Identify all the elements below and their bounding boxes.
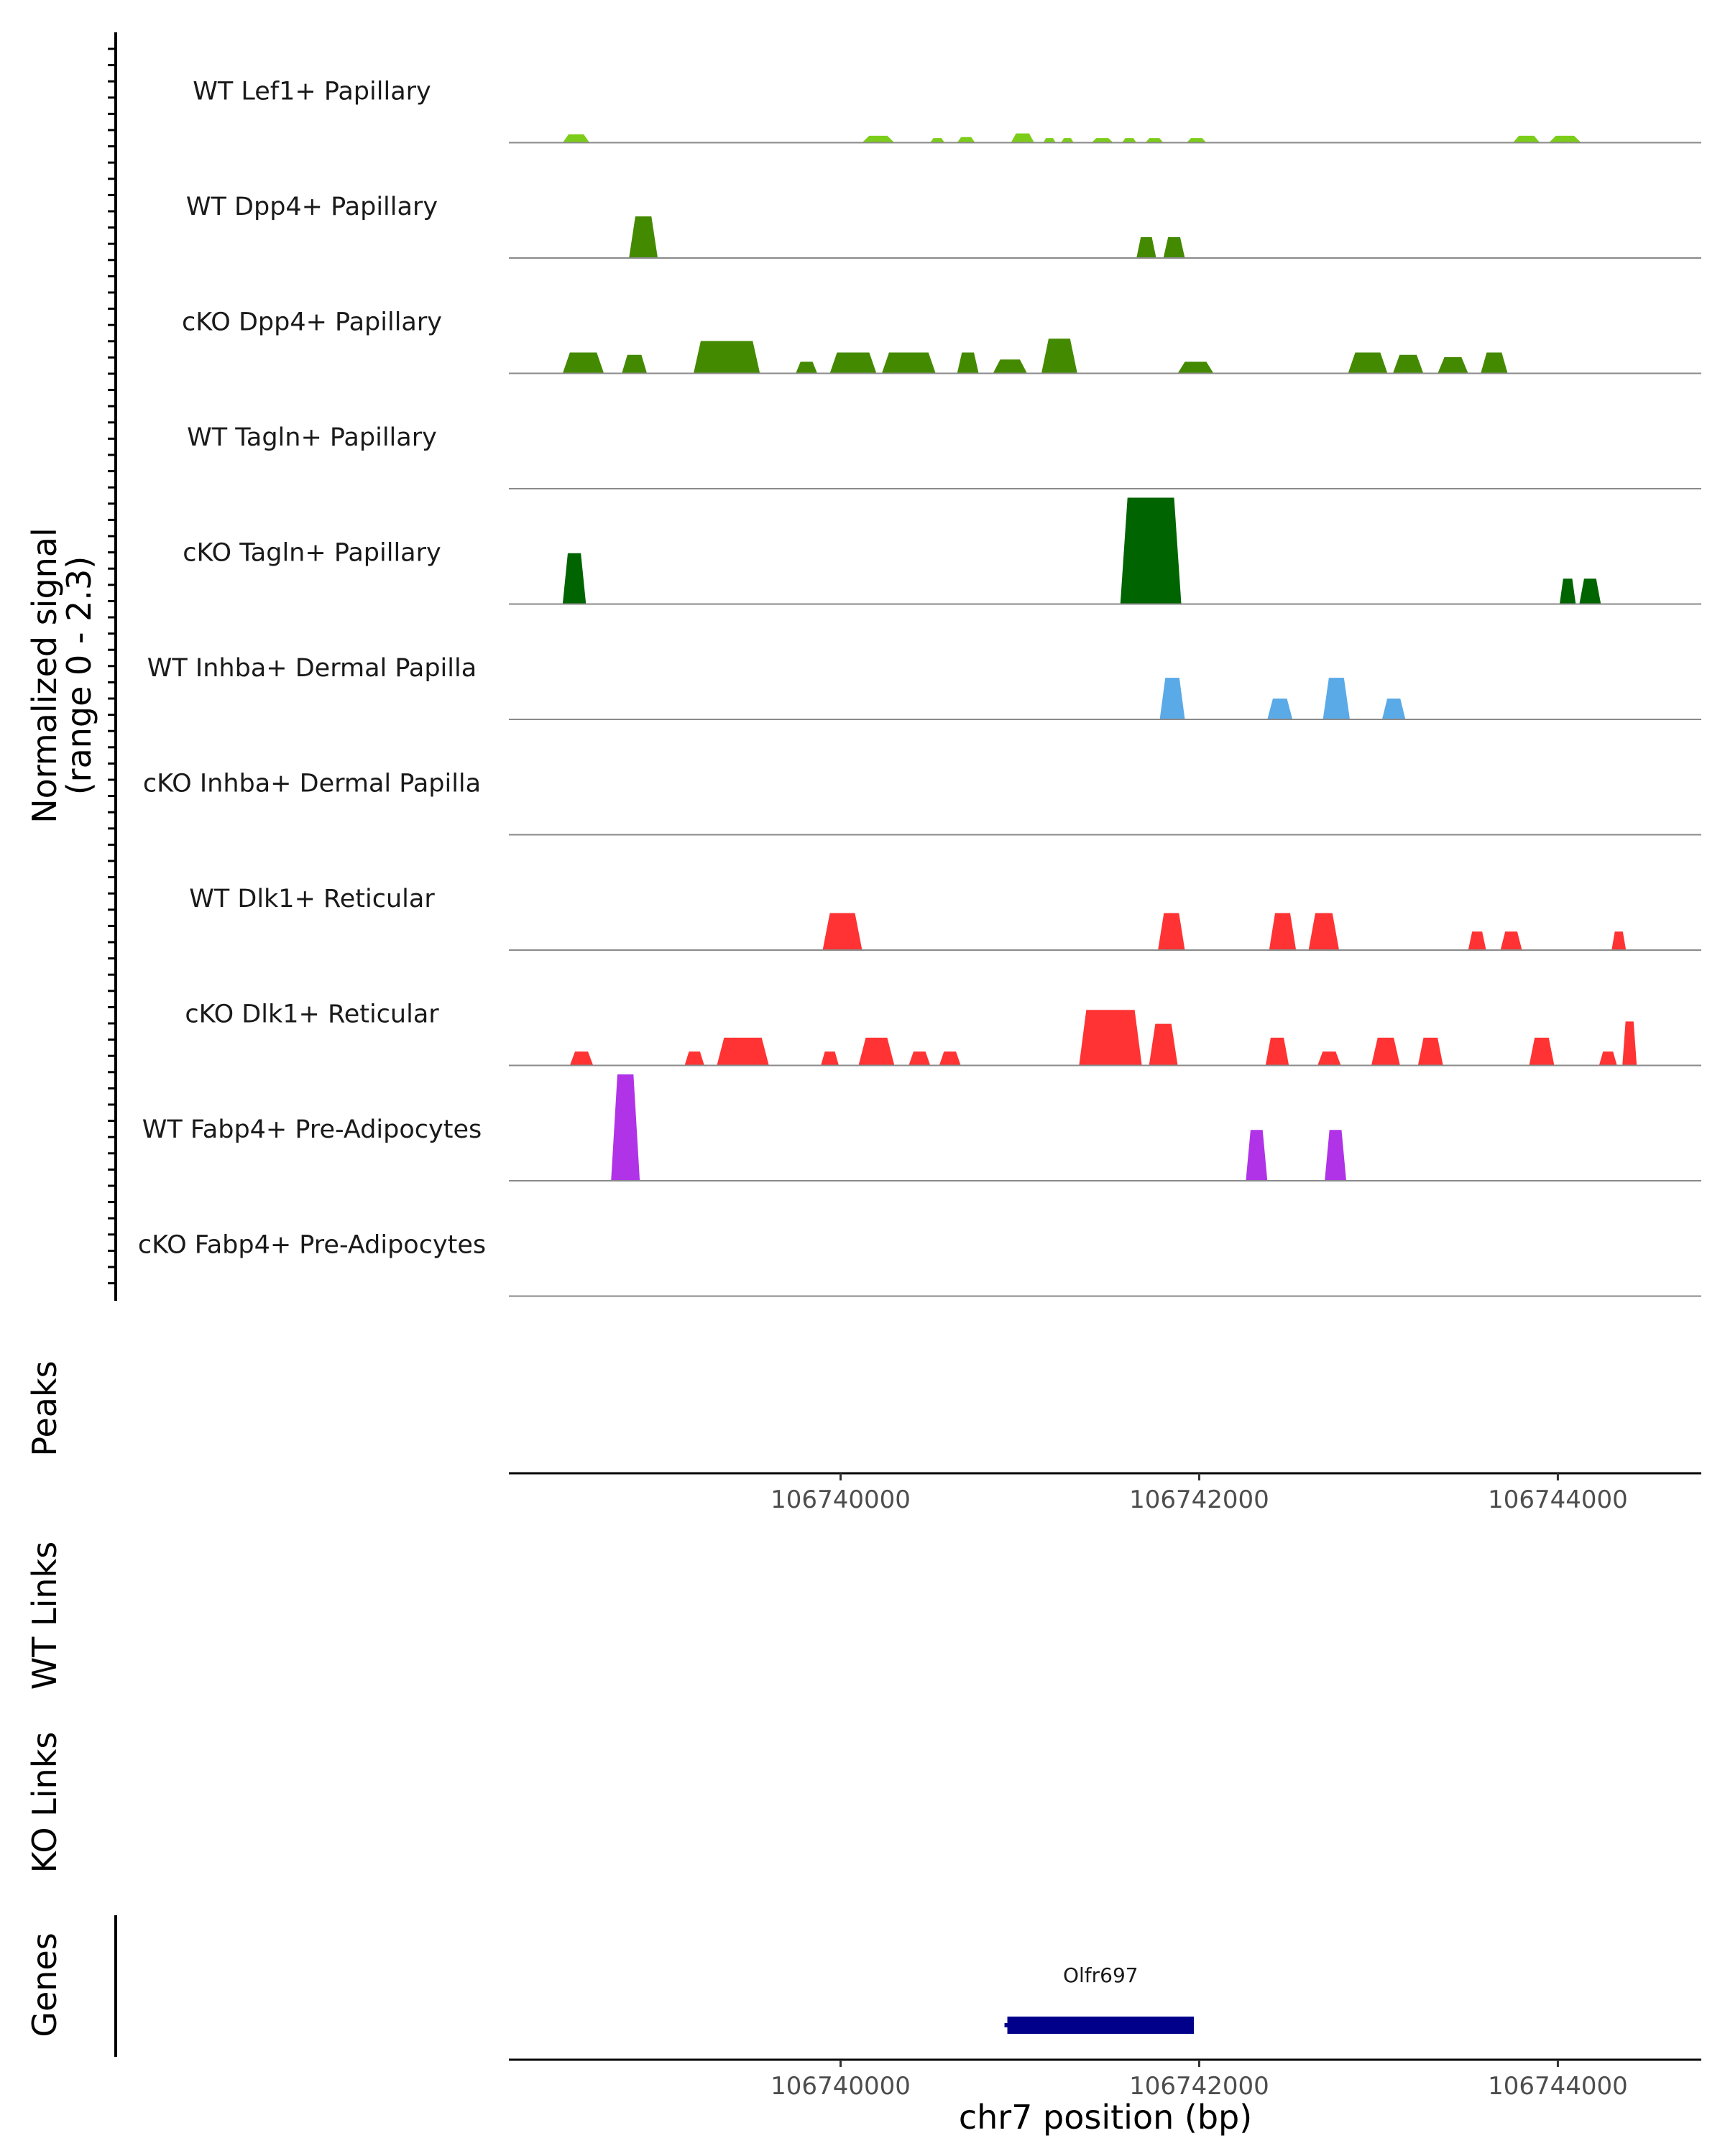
signal-peak — [1159, 678, 1185, 719]
signal-peak — [1611, 931, 1627, 950]
gene-label: Olfr697 — [1063, 1963, 1138, 1987]
signal-peak — [1158, 913, 1185, 950]
signal-peak — [1317, 1051, 1341, 1066]
x-tick-label: 106740000 — [770, 2072, 911, 2101]
signal-peak — [1529, 1037, 1555, 1066]
y-axis-title-line1: Normalized signal — [25, 528, 64, 824]
signal-peak — [1145, 138, 1164, 143]
signal-peak — [1325, 1130, 1347, 1181]
signal-peak — [1371, 1037, 1400, 1066]
gene-annotations: Olfr697 — [1004, 1963, 1194, 2034]
track-label: WT Fabp4+ Pre-Adipocytes — [142, 1115, 482, 1144]
signal-peak — [1417, 1037, 1443, 1066]
signal-peak — [1136, 237, 1156, 258]
signal-peak — [569, 1051, 594, 1066]
signal-peak — [1061, 138, 1074, 143]
coverage-y-ticks — [108, 47, 116, 1285]
signal-peak — [1120, 497, 1182, 604]
track-label: WT Tagln+ Papillary — [187, 423, 437, 452]
peaks-x-ticks: 106740000 106742000 106744000 — [770, 1473, 1628, 1514]
signal-peak — [1163, 237, 1185, 258]
track-label: WT Inhba+ Dermal Papilla — [147, 654, 477, 683]
signal-peak — [1011, 133, 1034, 143]
signal-peak — [693, 341, 760, 374]
signal-peak — [1598, 1051, 1617, 1066]
signal-peak — [908, 1051, 931, 1066]
signal-peak — [562, 352, 604, 374]
signal-peak — [862, 135, 895, 143]
signal-peak — [822, 913, 862, 950]
signal-peak — [858, 1037, 895, 1066]
x-axis-title: chr7 position (bp) — [959, 2098, 1252, 2137]
y-axis-title-line2: (range 0 - 2.3) — [60, 556, 98, 796]
signal-peak — [1149, 1023, 1178, 1066]
track-label: WT Dlk1+ Reticular — [189, 885, 435, 913]
signal-peak — [1500, 931, 1522, 950]
signal-peak — [957, 137, 975, 143]
x-tick-label: 106740000 — [770, 1485, 911, 1514]
track-label: cKO Fabp4+ Pre-Adipocytes — [138, 1231, 486, 1260]
x-tick-label: 106744000 — [1488, 1485, 1628, 1514]
signal-peak — [1548, 135, 1581, 143]
signal-peak — [1041, 338, 1077, 374]
signal-peak — [1348, 352, 1388, 374]
signal-peak — [1079, 1010, 1142, 1066]
signal-peak — [1267, 699, 1293, 719]
peaks-panel-title: Peaks — [25, 1360, 64, 1456]
signal-peak — [611, 1074, 640, 1181]
signal-peak — [1269, 913, 1297, 950]
signal-peak — [629, 216, 658, 258]
x-tick-label: 106742000 — [1129, 1485, 1269, 1514]
signal-peak — [622, 354, 648, 374]
signal-peak — [1122, 138, 1137, 143]
track-label: cKO Tagln+ Papillary — [183, 539, 441, 568]
signal-peak — [1308, 913, 1340, 950]
signal-peak — [1392, 354, 1424, 374]
signal-peak — [1265, 1037, 1289, 1066]
signal-peak — [796, 361, 818, 374]
coverage-tracks: WT Lef1+ Papillary WT Dpp4+ Papillary cKO … — [138, 78, 1701, 1297]
track-label: WT Dpp4+ Papillary — [186, 193, 438, 221]
signal-peak — [1177, 361, 1214, 374]
signal-peak — [1091, 138, 1113, 143]
track-label: cKO Inhba+ Dermal Papilla — [143, 770, 481, 798]
signal-peak — [1438, 356, 1468, 374]
ko-links-panel-title: KO Links — [25, 1732, 64, 1874]
signal-peak — [957, 352, 979, 374]
wt-links-panel-title: WT Links — [25, 1542, 64, 1690]
signal-peak — [1559, 579, 1576, 604]
signal-peak — [684, 1051, 704, 1066]
track-label: cKO Dlk1+ Reticular — [185, 1000, 439, 1029]
genes-x-ticks: 106740000 106742000 106744000 — [770, 2060, 1628, 2101]
x-tick-label: 106742000 — [1129, 2072, 1269, 2101]
signal-peak — [1513, 135, 1540, 143]
signal-peak — [829, 352, 877, 374]
signal-peak — [1322, 678, 1351, 719]
signal-peak — [1043, 138, 1056, 143]
signal-peak — [939, 1051, 961, 1066]
signal-peak — [821, 1051, 840, 1066]
signal-peak — [1381, 699, 1406, 719]
track-label: WT Lef1+ Papillary — [193, 78, 431, 106]
signal-peak — [562, 134, 590, 143]
genes-panel-title: Genes — [25, 1932, 64, 2037]
signal-peak — [1246, 1130, 1268, 1181]
signal-peak — [1187, 138, 1207, 143]
track-label: cKO Dpp4+ Papillary — [182, 308, 442, 337]
signal-peak — [1622, 1021, 1637, 1066]
x-tick-label: 106744000 — [1488, 2072, 1628, 2101]
signal-peak — [930, 138, 945, 143]
signal-peak — [717, 1037, 769, 1066]
signal-peak — [562, 553, 586, 604]
signal-peak — [1579, 579, 1601, 604]
signal-peak — [1468, 931, 1486, 950]
signal-peak — [881, 352, 936, 374]
signal-peak — [1481, 352, 1508, 374]
signal-peak — [993, 359, 1027, 374]
